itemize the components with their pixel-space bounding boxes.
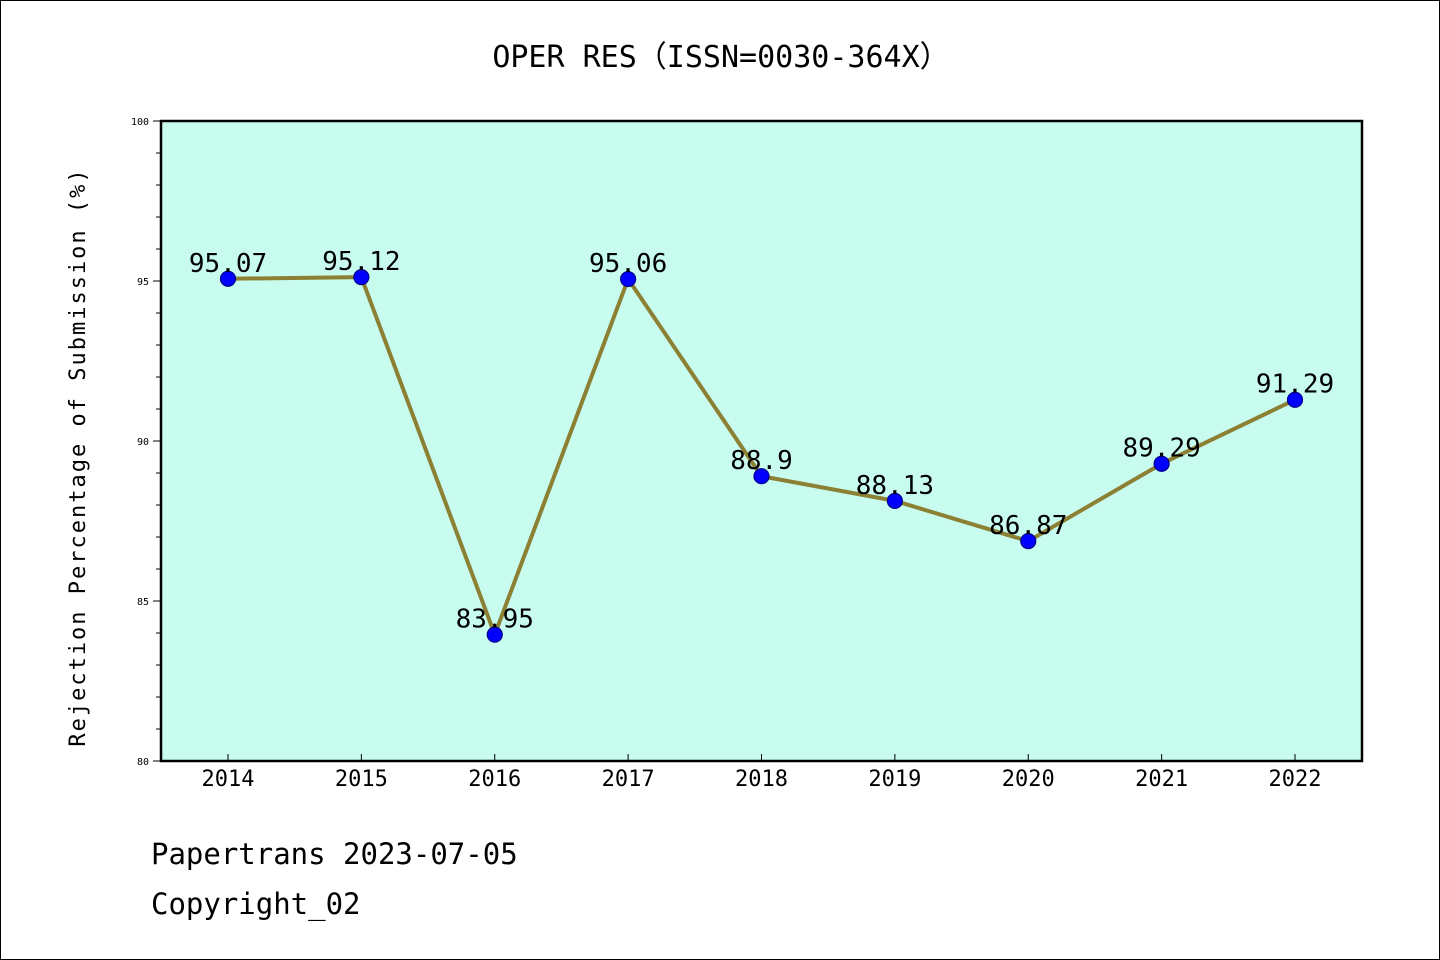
y-tick-label: 85 [137,597,149,608]
data-label: 95.06 [589,249,667,279]
data-point-marker [1153,455,1170,472]
y-tick-label: 90 [137,437,149,448]
plot-area [161,121,1362,761]
data-point-marker [1286,391,1304,408]
x-tick-label: 2014 [202,767,255,792]
x-tick-label: 2019 [868,767,921,792]
data-label: 95.07 [189,249,267,279]
plot-frame [159,119,1364,763]
y-tick-label: 80 [137,757,149,768]
data-label: 95.12 [322,247,400,277]
y-tick-label: 95 [137,277,149,288]
data-point-marker [620,270,637,288]
footer-date-text: Papertrans 2023-07-05 [151,837,518,871]
y-axis-label: Rejection Percentage of Submission (%) [66,167,91,746]
footer-copyright-text: Copyright_02 [151,887,361,921]
x-tick-label: 2016 [468,767,521,792]
data-point-marker [1020,533,1037,550]
data-point-marker [886,492,903,509]
data-label: 83.95 [456,605,534,635]
x-tick-label: 2015 [335,767,388,792]
data-label: 88.13 [856,471,934,501]
x-axis: 2014 2015 2016 2017 2018 2019 2020 2021 2022 [202,754,1322,792]
y-axis: 80 85 90 95 100 [131,117,161,768]
data-point-marker [486,626,503,643]
x-tick-label: 2022 [1269,767,1322,792]
data-label: 88.9 [730,446,793,476]
x-tick-label: 2020 [1002,767,1055,792]
data-point-marker [753,468,770,485]
data-label: 91.29 [1256,370,1334,400]
x-tick-label: 2017 [602,767,655,792]
y-tick-label: 100 [131,117,149,128]
x-tick-label: 2021 [1135,767,1188,792]
series-line: 95.07 95.12 83.95 95.06 88.9 88.13 86.87 89.29 9… [189,247,1334,643]
chart-title: OPER RES（ISSN=0030-364X） [492,40,949,75]
data-point-marker [219,270,237,287]
data-point-marker [353,269,370,286]
x-tick-label: 2018 [735,767,788,792]
data-label: 89.29 [1122,434,1200,464]
data-label: 86.87 [989,511,1067,541]
